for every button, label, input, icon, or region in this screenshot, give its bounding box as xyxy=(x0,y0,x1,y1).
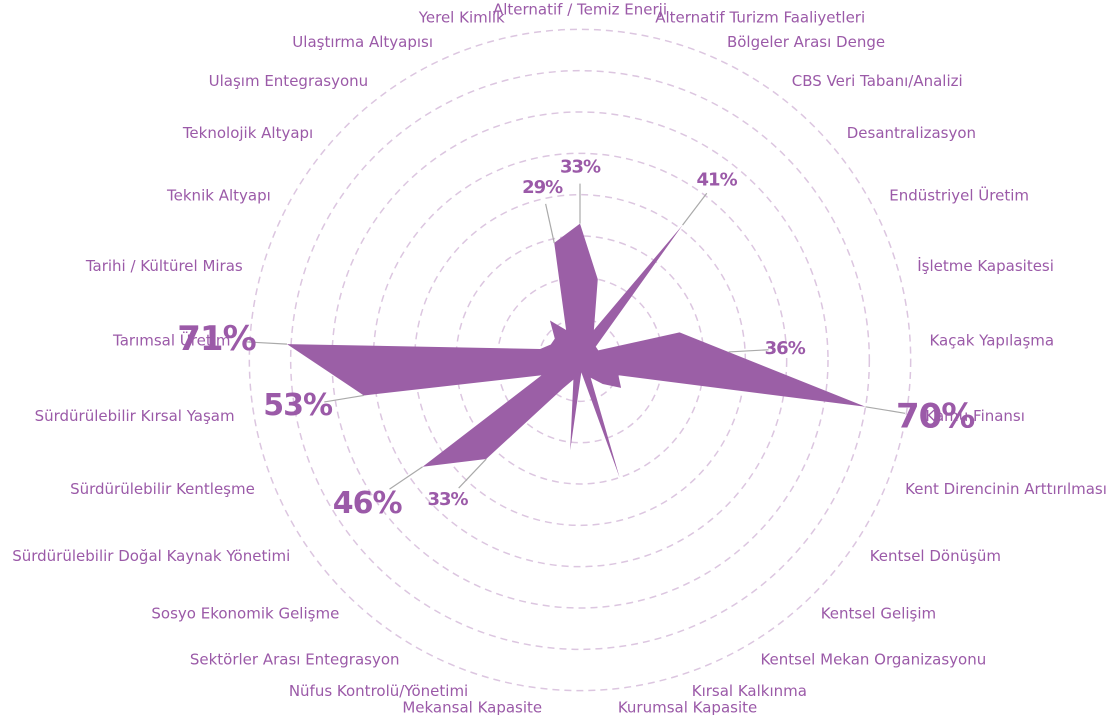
category-label: Endüstriyel Üretim xyxy=(889,186,1029,205)
category-label: Kamu Finansı xyxy=(925,407,1025,425)
leader-line xyxy=(545,203,555,244)
leader-line xyxy=(324,394,364,403)
category-label: Kent Direncinin Arttırılması xyxy=(905,480,1107,498)
category-label: Kaçak Yapılaşma xyxy=(929,332,1054,350)
grid-ring xyxy=(289,69,871,651)
leader-line xyxy=(458,458,487,489)
category-label: İşletme Kapasitesi xyxy=(917,256,1054,275)
category-label: Alternatif / Temiz Enerji xyxy=(493,1,667,19)
value-label: 33% xyxy=(560,156,601,177)
leader-line xyxy=(682,192,708,226)
radar-area xyxy=(286,223,866,478)
leader-line xyxy=(246,341,287,345)
category-label: Desantralizasyon xyxy=(847,124,976,142)
leader-line xyxy=(865,406,906,414)
value-label: 46% xyxy=(333,486,403,521)
category-label: Nüfus Kontrolü/Yönetimi xyxy=(289,682,468,700)
category-label: Teknolojik Altyapı xyxy=(182,124,313,142)
value-label: 70% xyxy=(896,397,974,437)
leader-line xyxy=(389,466,423,490)
category-label: Ulaşım Entegrasyonu xyxy=(209,72,369,90)
grid-ring xyxy=(248,28,912,692)
category-label: Sosyo Ekonomik Gelişme xyxy=(151,605,339,623)
category-label: Teknik Altyapı xyxy=(166,187,271,205)
category-label: Alternatif Turizm Faaliyetleri xyxy=(655,9,865,27)
value-label: 41% xyxy=(697,169,738,190)
category-label: Kırsal Kalkınma xyxy=(692,682,807,700)
value-label: 71% xyxy=(177,319,255,359)
category-label: Ulaştırma Altyapısı xyxy=(292,33,433,51)
category-label: Kurumsal Kapasite xyxy=(618,698,757,715)
category-label: Kentsel Mekan Organizasyonu xyxy=(760,650,986,668)
value-label: 36% xyxy=(765,338,806,359)
category-label: CBS Veri Tabanı/Analizi xyxy=(792,72,963,90)
value-label: 33% xyxy=(428,489,469,510)
category-label: Kentsel Dönüşüm xyxy=(870,547,1001,565)
value-label: 29% xyxy=(522,177,563,198)
leader-line xyxy=(728,349,769,353)
category-label: Sürdürülebilir Kentleşme xyxy=(70,480,255,498)
category-label: Tarihi / Kültürel Miras xyxy=(85,257,243,275)
category-label: Sektörler Arası Entegrasyon xyxy=(190,650,400,668)
category-label: Mekansal Kapasite xyxy=(402,698,542,715)
category-label: Sürdürülebilir Doğal Kaynak Yönetimi xyxy=(12,547,290,565)
category-label: Sürdürülebilir Kırsal Yaşam xyxy=(35,407,235,425)
category-label: Tarımsal Üretim xyxy=(112,331,230,350)
value-label: 53% xyxy=(263,388,333,423)
category-label: Kentsel Gelişim xyxy=(821,605,936,623)
grid-ring xyxy=(331,111,829,609)
category-label: Bölgeler Arası Denge xyxy=(727,33,885,51)
category-label: Yerel Kimlik xyxy=(418,9,505,27)
